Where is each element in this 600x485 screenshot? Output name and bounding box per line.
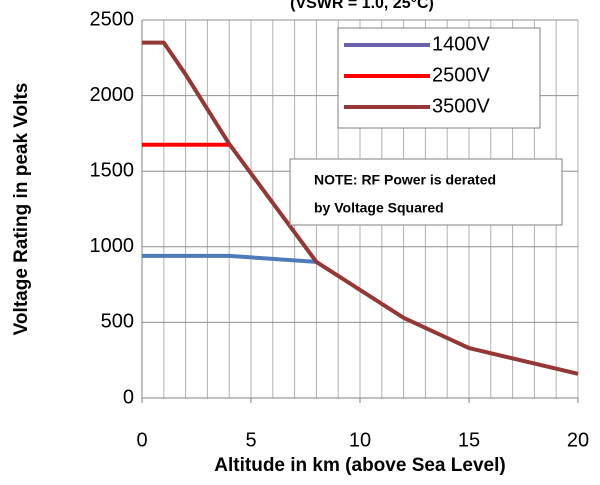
chart-title: (VSWR = 1.0, 25°C) [290,0,434,12]
legend-label: 3500V [432,95,490,117]
legend-label: 1400V [432,33,490,55]
y-tick-label: 1500 [90,159,135,181]
note-text: by Voltage Squared [314,200,444,216]
x-tick-label: 15 [458,429,480,451]
series-line [142,253,317,264]
y-tick-label: 0 [123,386,134,408]
y-tick-label: 2000 [90,84,135,106]
x-tick-label: 0 [136,429,147,451]
y-tick-label: 2500 [90,8,135,30]
y-tick-label: 1000 [90,235,135,257]
note-box [289,158,563,226]
legend-label: 2500V [432,64,490,86]
series-line [142,40,579,376]
note-text: NOTE: RF Power is derated [314,172,496,188]
x-tick-label: 10 [349,429,371,451]
x-axis-label: Altitude in km (above Sea Level) [214,455,505,476]
y-tick-label: 500 [101,311,134,333]
y-axis-label: Voltage Rating in peak Volts [11,83,32,336]
x-tick-label: 5 [245,429,256,451]
x-tick-label: 20 [567,429,589,451]
